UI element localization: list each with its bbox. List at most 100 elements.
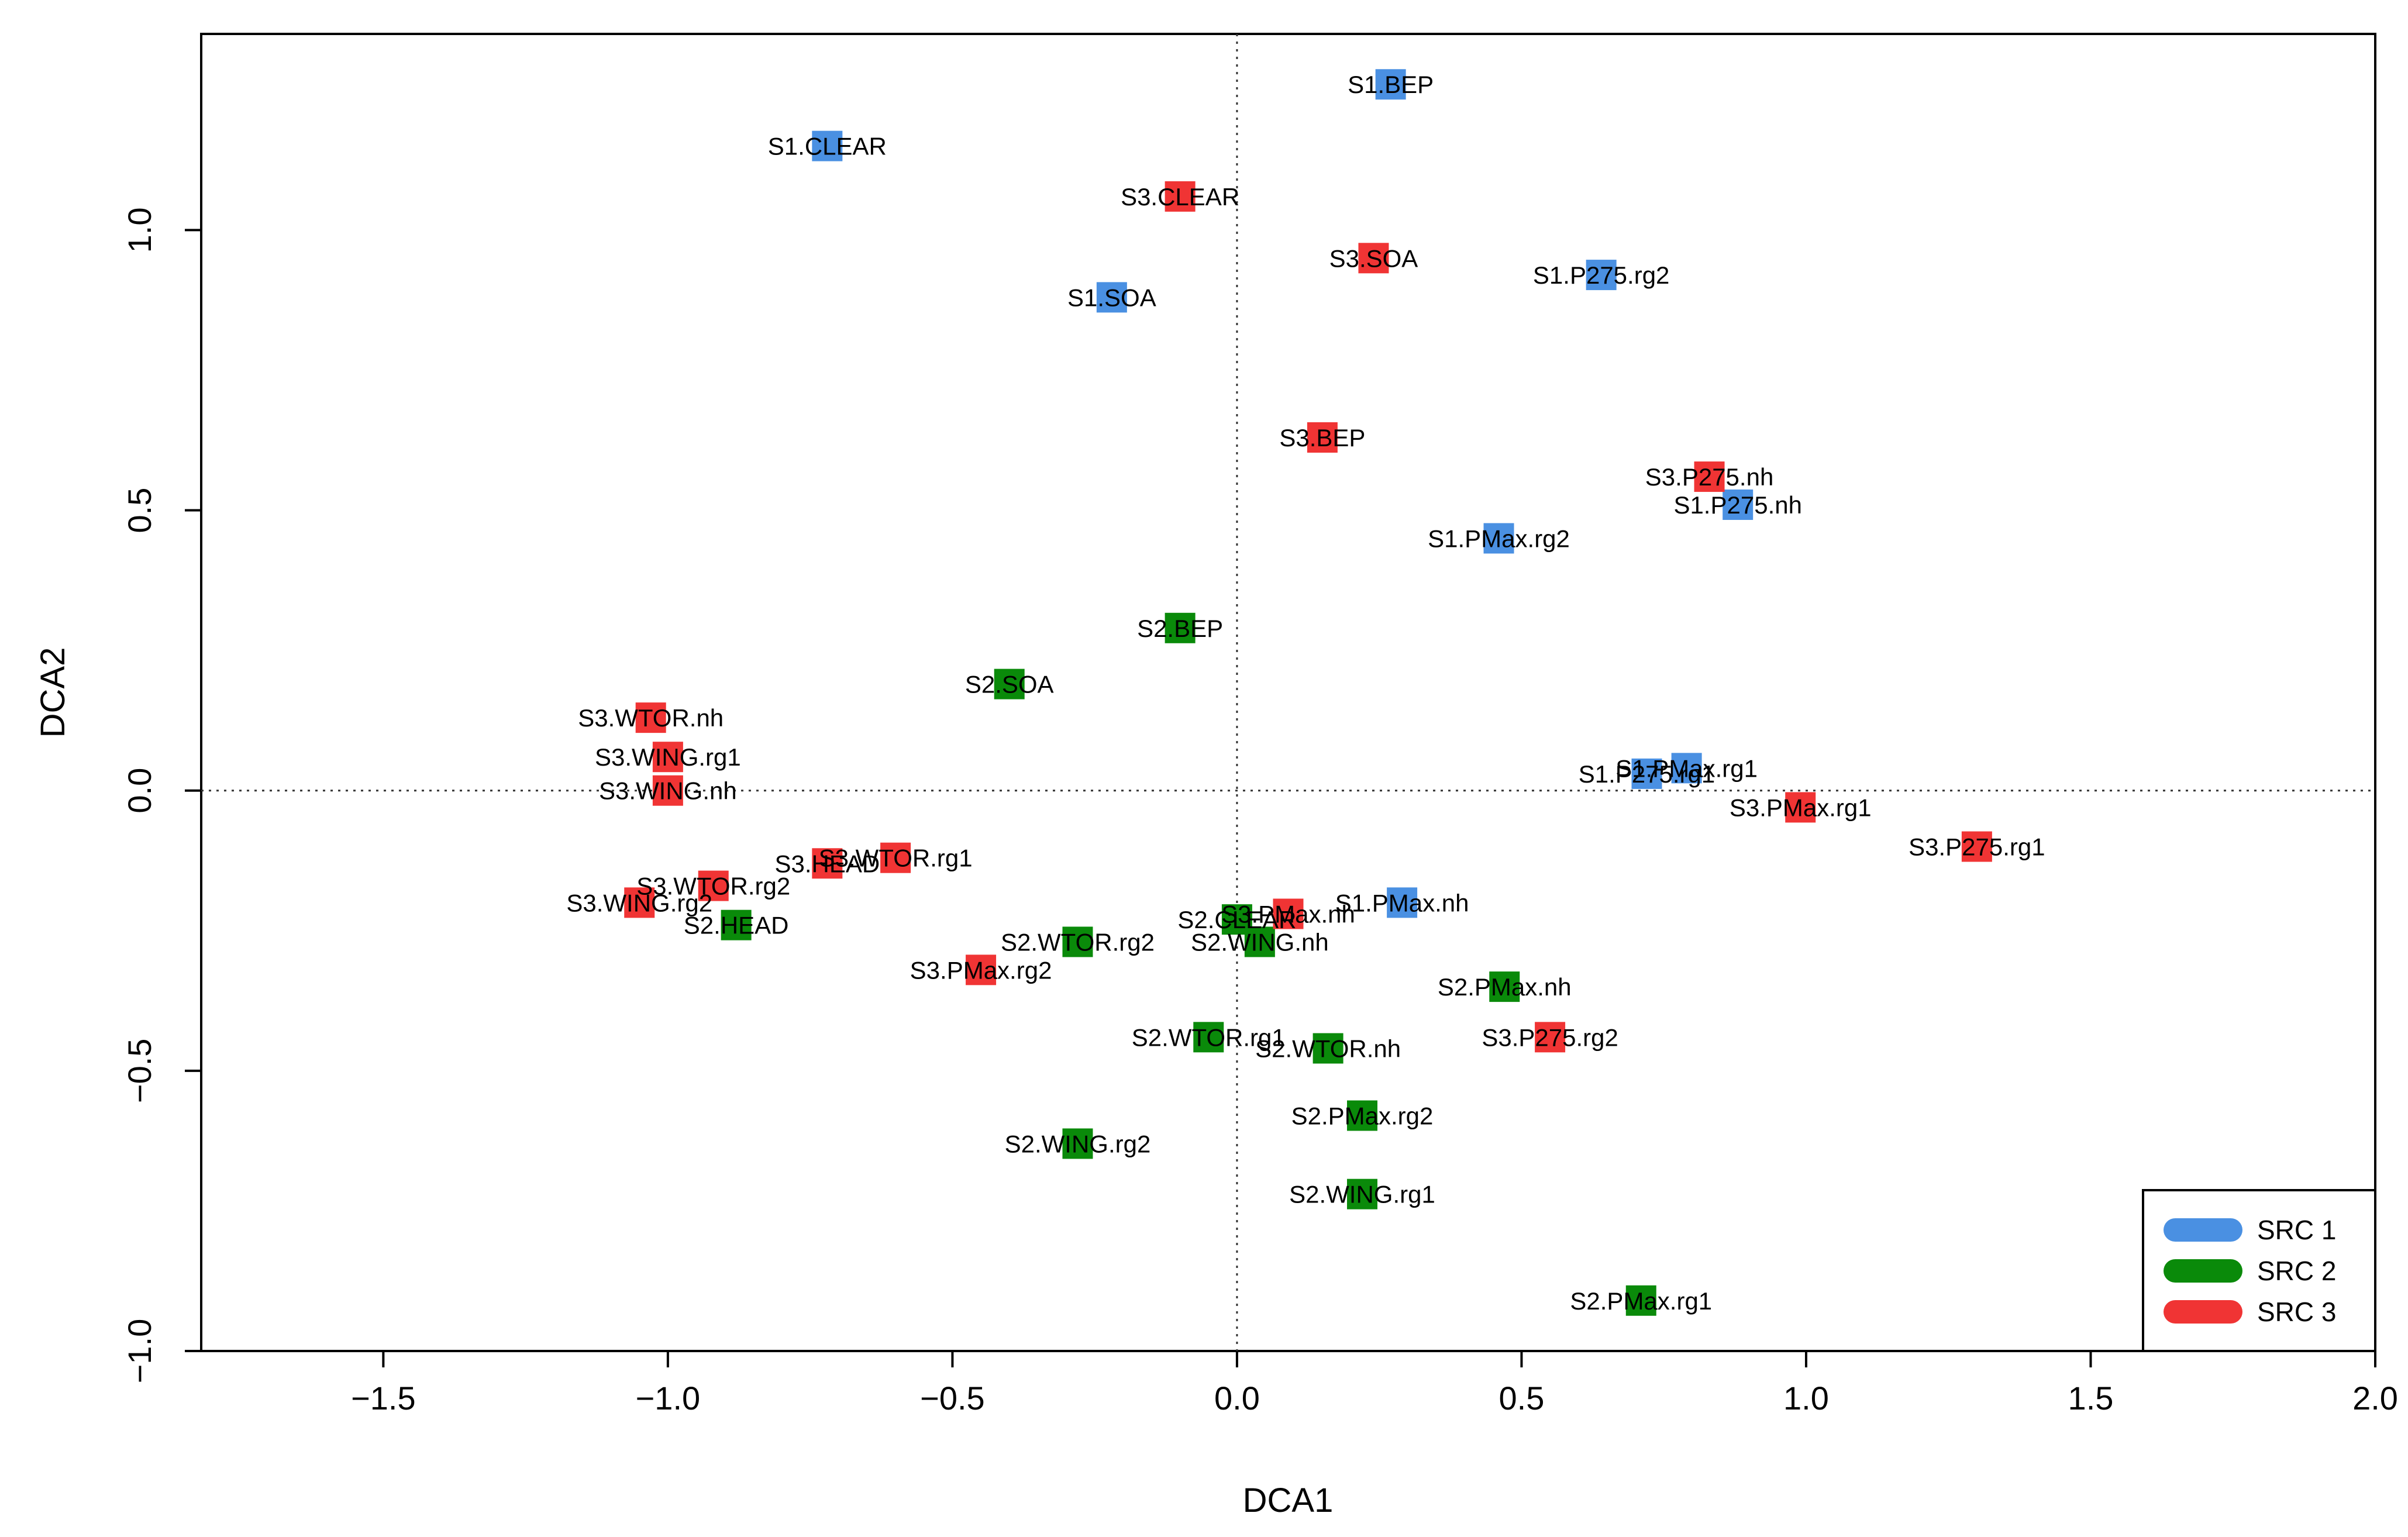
point-marker-src3 <box>1785 792 1816 823</box>
point-marker-src2 <box>1062 926 1093 957</box>
point-label: S2.WING.nh <box>1191 928 1329 956</box>
point-label: S1.P275.rg1 <box>1579 760 1715 788</box>
point-label: S3.PMax.nh <box>1221 901 1355 928</box>
point-label: S3.SOA <box>1329 244 1418 272</box>
point-label: S3.WING.rg1 <box>595 743 741 771</box>
point-label: S2.WTOR.rg2 <box>1001 928 1155 956</box>
reference-lines <box>201 34 2375 1351</box>
point-label: S3.WTOR.rg2 <box>636 873 790 900</box>
point-marker-src2 <box>1193 1022 1224 1053</box>
x-tick-label: −1.0 <box>636 1380 701 1417</box>
point-marker-src2 <box>1312 1033 1343 1064</box>
point-marker-src1 <box>1671 753 1702 784</box>
x-axis-title: DCA1 <box>1243 1481 1334 1519</box>
point-label: S3.P275.rg2 <box>1482 1023 1618 1051</box>
point-marker-src3 <box>1535 1022 1566 1053</box>
point-marker-src3 <box>1165 181 1196 212</box>
point-marker-src2 <box>994 668 1025 699</box>
point-marker-src2 <box>1489 971 1520 1002</box>
point-label: S2.PMax.rg2 <box>1291 1102 1434 1130</box>
point-label: S3.HEAD <box>774 850 880 877</box>
point-label: S2.CLEAR <box>1177 906 1296 933</box>
point-marker-src3 <box>1273 898 1304 929</box>
point-marker-src1 <box>1387 887 1418 918</box>
y-tick-label: −0.5 <box>121 1039 158 1104</box>
legend-label: SRC 2 <box>2257 1256 2336 1286</box>
point-marker-src2 <box>1165 612 1196 643</box>
point-marker-src3 <box>966 954 997 985</box>
y-tick-label: 0.0 <box>121 768 158 814</box>
point-marker-src2 <box>1625 1285 1656 1316</box>
point-label: S3.PMax.rg1 <box>1730 794 1872 821</box>
point-marker-src3 <box>1358 243 1389 274</box>
point-marker-src1 <box>1375 69 1406 100</box>
point-marker-src3 <box>652 775 683 806</box>
y-axis: −1.0 −0.5 0.0 0.5 1.0 <box>121 207 201 1383</box>
point-marker-src1 <box>1483 523 1514 554</box>
point-label: S1.BEP <box>1348 71 1434 98</box>
point-label: S2.WTOR.nh <box>1255 1035 1401 1063</box>
y-axis-title: DCA2 <box>34 647 72 738</box>
point-marker-src2 <box>1244 926 1275 957</box>
data-points: S1.BEP S1.CLEAR S1.SOA S1.P275.rg2 S1.P275.n… <box>566 69 2045 1316</box>
point-label: S1.PMax.rg1 <box>1615 754 1758 782</box>
y-tick-label: 0.5 <box>121 488 158 533</box>
x-axis: −1.5 −1.0 −0.5 0.0 0.5 1.0 1.5 2.0 <box>351 1351 2398 1417</box>
y-tick-label: 1.0 <box>121 207 158 253</box>
point-label: S3.P275.nh <box>1645 463 1774 491</box>
point-marker-src3 <box>698 870 729 901</box>
point-marker-src3 <box>1961 831 1992 862</box>
point-label: S1.P275.nh <box>1673 491 1802 519</box>
plot-frame <box>200 33 2376 1352</box>
point-marker-src3 <box>1694 461 1725 492</box>
point-label: S3.WING.nh <box>599 777 737 805</box>
point-marker-src1 <box>1631 758 1662 789</box>
point-label: S1.SOA <box>1067 284 1156 311</box>
point-label: S3.P275.rg1 <box>1909 833 2045 861</box>
point-label: S2.PMax.rg1 <box>1570 1287 1712 1315</box>
point-label: S3.BEP <box>1279 424 1365 452</box>
point-label: S2.WING.rg1 <box>1289 1181 1435 1208</box>
point-label: S2.HEAD <box>684 912 789 939</box>
x-tick-label: −1.5 <box>351 1380 416 1417</box>
point-marker-src1 <box>1096 282 1127 313</box>
point-marker-src3 <box>624 887 655 918</box>
point-label: S2.PMax.nh <box>1438 973 1572 1001</box>
y-tick-label: −1.0 <box>121 1319 158 1384</box>
point-marker-src1 <box>1723 489 1754 520</box>
x-tick-label: −0.5 <box>920 1380 985 1417</box>
x-tick-label: 1.0 <box>1783 1380 1829 1417</box>
point-marker-src2 <box>721 909 752 940</box>
point-marker-src1 <box>812 130 843 161</box>
point-marker-src3 <box>812 848 843 879</box>
x-tick-label: 2.0 <box>2352 1380 2398 1417</box>
point-marker-src3 <box>880 842 911 873</box>
legend-label: SRC 1 <box>2257 1215 2336 1245</box>
point-label: S3.WTOR.rg1 <box>819 845 973 872</box>
point-label: S3.WTOR.nh <box>578 704 724 732</box>
point-label: S3.WING.rg2 <box>566 889 712 916</box>
point-label: S2.WTOR.rg1 <box>1132 1023 1286 1051</box>
point-label: S3.CLEAR <box>1121 183 1239 211</box>
x-tick-label: 0.5 <box>1499 1380 1545 1417</box>
point-label: S1.PMax.nh <box>1335 889 1469 916</box>
point-label: S2.SOA <box>965 671 1054 698</box>
point-marker-src3 <box>652 742 683 773</box>
point-label: S1.P275.rg2 <box>1533 261 1670 289</box>
point-marker-src2 <box>1062 1128 1093 1159</box>
point-marker-src3 <box>635 702 666 733</box>
point-marker-src3 <box>1307 422 1338 453</box>
x-tick-label: 1.5 <box>2068 1380 2114 1417</box>
point-label: S1.PMax.rg2 <box>1428 525 1570 552</box>
point-label: S1.CLEAR <box>768 133 887 160</box>
point-marker-src2 <box>1346 1100 1377 1131</box>
point-label: S2.WING.rg2 <box>1005 1130 1151 1157</box>
point-label: S2.BEP <box>1137 615 1223 642</box>
x-tick-label: 0.0 <box>1214 1380 1260 1417</box>
point-label: S3.PMax.rg2 <box>910 956 1052 984</box>
legend: SRC 1 SRC 2 SRC 3 <box>2142 1189 2376 1352</box>
point-marker-src2 <box>1346 1178 1377 1209</box>
point-marker-src1 <box>1586 260 1617 291</box>
legend-label: SRC 3 <box>2257 1297 2336 1327</box>
